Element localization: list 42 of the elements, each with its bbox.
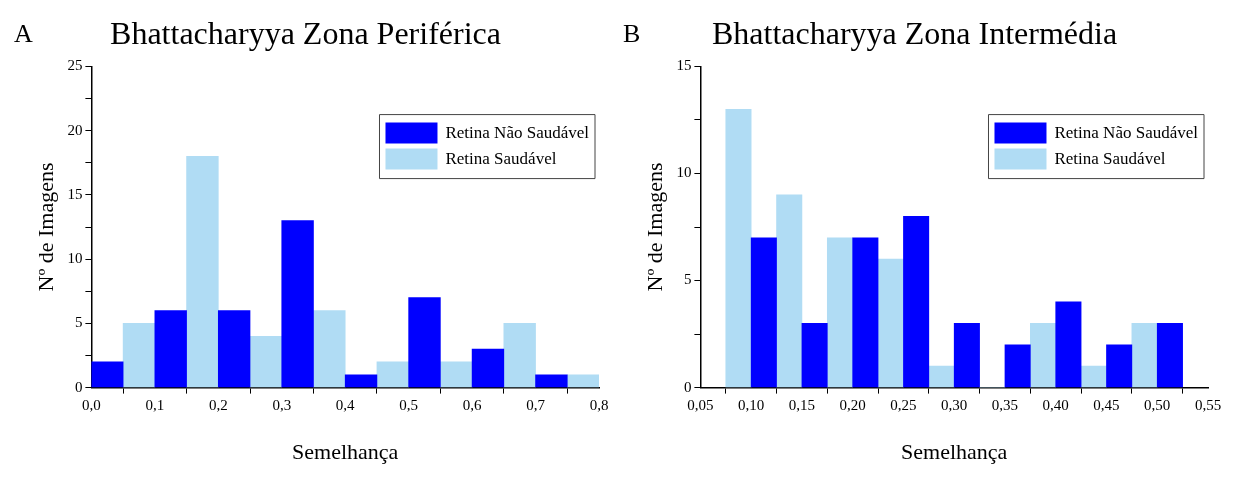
x-tick-label: 0,1	[145, 396, 165, 413]
x-tick-label: 0,7	[526, 396, 546, 413]
x-tick-label: 0,0	[82, 396, 101, 413]
y-tick-label: 25	[67, 57, 83, 74]
x-tick-label: 0,40	[1042, 396, 1069, 413]
y-tick-label: 5	[74, 314, 83, 331]
x-tick-label: 0,25	[890, 396, 917, 413]
y-axis-title: Nº de Imagens	[32, 162, 58, 292]
text: B	[623, 18, 641, 48]
legend-label: Retina Não Saudável	[445, 122, 590, 142]
x-tick-label: 0,10	[738, 396, 765, 413]
chart-title: Bhattacharyya Zona Intermédia	[711, 14, 1118, 51]
x-axis-title: Semelhança	[901, 438, 1008, 464]
y-tick-label: 15	[67, 185, 83, 202]
x-tick-label: 0,8	[589, 396, 609, 413]
x-tick-label: 0,50	[1144, 396, 1171, 413]
y-tick-label: 0	[683, 378, 692, 395]
x-tick-label: 0,20	[839, 396, 866, 413]
text: A	[14, 18, 33, 48]
legend-label: Retina Saudável	[1054, 148, 1166, 168]
x-tick-label: 0,45	[1093, 396, 1120, 413]
x-tick-label: 0,6	[462, 396, 482, 413]
y-tick-label: 10	[67, 250, 83, 267]
x-tick-label: 0,55	[1194, 396, 1222, 413]
x-tick-label: 0,5	[399, 396, 419, 413]
x-tick-label: 0,30	[941, 396, 968, 413]
y-tick-label: 15	[676, 57, 692, 74]
legend-label: Retina Não Saudável	[1054, 122, 1199, 142]
legend-label: Retina Saudável	[445, 148, 557, 168]
x-tick-label: 0,4	[335, 396, 356, 413]
x-tick-label: 0,05	[687, 396, 714, 413]
y-tick-label: 20	[67, 121, 83, 138]
chart-title: Bhattacharyya Zona Periférica	[110, 14, 501, 51]
y-tick-label: 5	[683, 271, 692, 288]
x-axis-title: Semelhança	[292, 438, 399, 464]
x-tick-label: 0,2	[208, 396, 228, 413]
y-tick-label: 0	[74, 378, 83, 395]
x-tick-label: 0,35	[991, 396, 1019, 413]
x-tick-label: 0,3	[272, 396, 292, 413]
y-axis-title: Nº de Imagens	[641, 162, 667, 292]
x-tick-label: 0,15	[788, 396, 816, 413]
y-tick-label: 10	[676, 164, 692, 181]
